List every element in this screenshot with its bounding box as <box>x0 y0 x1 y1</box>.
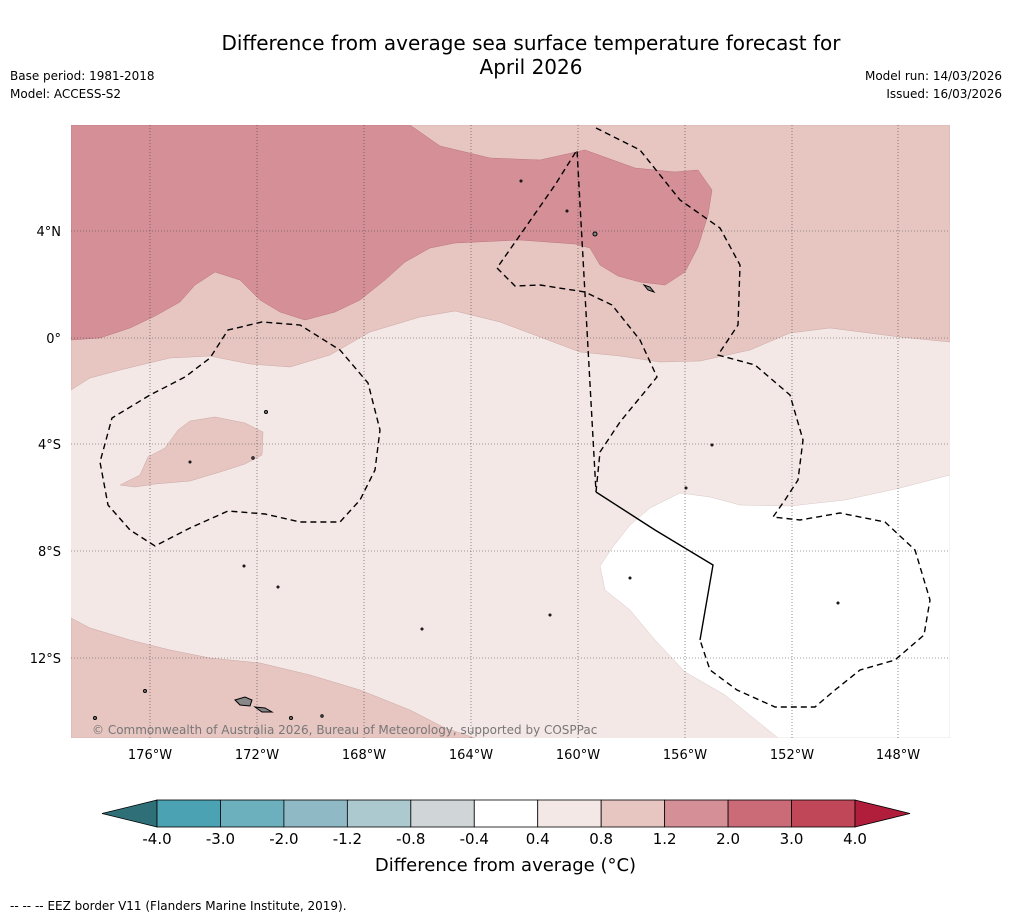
colorbar-tick-label: -1.2 <box>333 830 362 848</box>
island-samoa-savaii <box>234 696 253 707</box>
colorbar-title-unit: °C <box>607 855 630 876</box>
colorbar-title-close: ) <box>629 855 637 876</box>
issued-date: Issued: 16/03/2026 <box>886 87 1002 101</box>
colorbar-tick-label: 0.8 <box>589 830 613 848</box>
meta-left: Base period: 1981-2018 Model: ACCESS-S2 <box>10 67 155 103</box>
lon-label: 168°W <box>342 748 386 763</box>
eez-kiribati-line <box>496 127 931 708</box>
anomaly-band-0.8-1.2-south <box>71 617 476 738</box>
island-dot <box>519 179 523 183</box>
lat-label: 4°N <box>37 225 62 240</box>
model-run: Model run: 14/03/2026 <box>864 69 1002 83</box>
island-dot <box>684 486 688 490</box>
lon-label: 148°W <box>876 748 920 763</box>
lon-label: 164°W <box>449 748 493 763</box>
island-dot <box>320 714 324 718</box>
graticule <box>71 125 950 738</box>
colorbar-bin <box>791 799 856 828</box>
anomaly-band-neutral <box>599 474 950 738</box>
colorbar-bin <box>600 799 666 828</box>
island-dot <box>710 443 714 447</box>
colorbar-bin <box>283 799 348 828</box>
island-kiritimati <box>642 283 656 294</box>
colorbar-bin <box>664 799 729 828</box>
colorbar-tick-label: 2.0 <box>716 830 740 848</box>
island-dot <box>276 585 280 589</box>
island-samoa-upolu <box>253 706 274 713</box>
colorbar-under-arrow <box>101 799 158 828</box>
lat-axis: 4°N 0° 4°S 8°S 12°S <box>30 225 61 667</box>
island-dot <box>420 627 424 631</box>
anomaly-band-1.2-2.0-north <box>71 125 713 341</box>
colorbar-tick-label: 1.2 <box>653 830 677 848</box>
island-dot <box>592 231 598 237</box>
model-name: Model: ACCESS-S2 <box>10 87 122 101</box>
anomaly-band-0.8-1.2-blob <box>119 416 264 488</box>
title-line-2: April 2026 <box>479 55 583 79</box>
colorbar-tick-label: -4.0 <box>142 830 171 848</box>
island-dot <box>289 716 293 720</box>
island-dot <box>628 576 632 580</box>
lon-axis: 176°W 172°W 168°W 164°W 160°W 156°W 152°… <box>128 748 920 763</box>
lat-label: 8°S <box>38 545 61 560</box>
map-title: Difference from average sea surface temp… <box>200 31 862 79</box>
colorbar-tick-label: 0.4 <box>526 830 550 848</box>
colorbar: -4.0 -3.0 -2.0 -1.2 -0.8 -0.4 0.4 0.8 1.2 2.0 3.0 4… <box>101 799 911 848</box>
island-dot <box>565 209 569 213</box>
island-dot <box>548 613 552 617</box>
base-period: Base period: 1981-2018 <box>10 69 155 83</box>
lon-label: 176°W <box>128 748 172 763</box>
lat-label: 4°S <box>38 438 61 453</box>
eez-borders <box>99 127 931 708</box>
eez-legend-text: EEZ border V11 (Flanders Marine Institut… <box>47 899 347 913</box>
islands <box>93 179 840 720</box>
meta-right: Model run: 14/03/2026 Issued: 16/03/2026 <box>865 67 1002 103</box>
eez-solid-border <box>595 491 714 641</box>
colorbar-bin <box>473 799 539 828</box>
colorbar-bin <box>346 799 412 828</box>
colorbar-title: Difference from average (°C) <box>0 855 1011 876</box>
lon-label: 152°W <box>770 748 814 763</box>
island-dot <box>836 601 840 605</box>
map-plot-area <box>71 125 950 738</box>
eez-kiribati-phoenix <box>99 321 381 547</box>
colorbar-ticks: -4.0 -3.0 -2.0 -1.2 -0.8 -0.4 0.4 0.8 1.2 2.0 3.0 4… <box>142 830 867 848</box>
lat-label: 0° <box>46 332 61 347</box>
colorbar-bin <box>156 799 221 828</box>
colorbar-tick-label: -2.0 <box>269 830 298 848</box>
colorbar-bin <box>410 799 475 828</box>
colorbar-bins <box>156 799 856 828</box>
colorbar-bin <box>727 799 792 828</box>
lon-label: 172°W <box>235 748 279 763</box>
island-dot <box>143 689 147 693</box>
colorbar-tick-label: -0.4 <box>460 830 489 848</box>
eez-legend-note: -- -- -- EEZ border V11 (Flanders Marine… <box>10 899 347 913</box>
colorbar-tick-label: 4.0 <box>843 830 867 848</box>
eez-legend-symbol: -- -- -- <box>10 899 44 913</box>
colorbar-title-text: Difference from average ( <box>374 855 608 876</box>
lon-label: 156°W <box>663 748 707 763</box>
island-dot <box>242 564 246 568</box>
copyright-notice: © Commonwealth of Australia 2026, Bureau… <box>92 723 598 737</box>
colorbar-bin <box>537 799 602 828</box>
island-dot <box>264 410 268 414</box>
lat-label: 12°S <box>30 652 61 667</box>
colorbar-bin <box>220 799 285 828</box>
island-dot <box>93 716 97 720</box>
title-line-1: Difference from average sea surface temp… <box>221 31 841 55</box>
colorbar-tick-label: -0.8 <box>396 830 425 848</box>
island-dot <box>188 460 192 464</box>
colorbar-tick-label: -3.0 <box>206 830 235 848</box>
colorbar-over-arrow <box>854 799 911 828</box>
lon-label: 160°W <box>556 748 600 763</box>
colorbar-tick-label: 3.0 <box>780 830 804 848</box>
island-dot <box>251 456 255 460</box>
